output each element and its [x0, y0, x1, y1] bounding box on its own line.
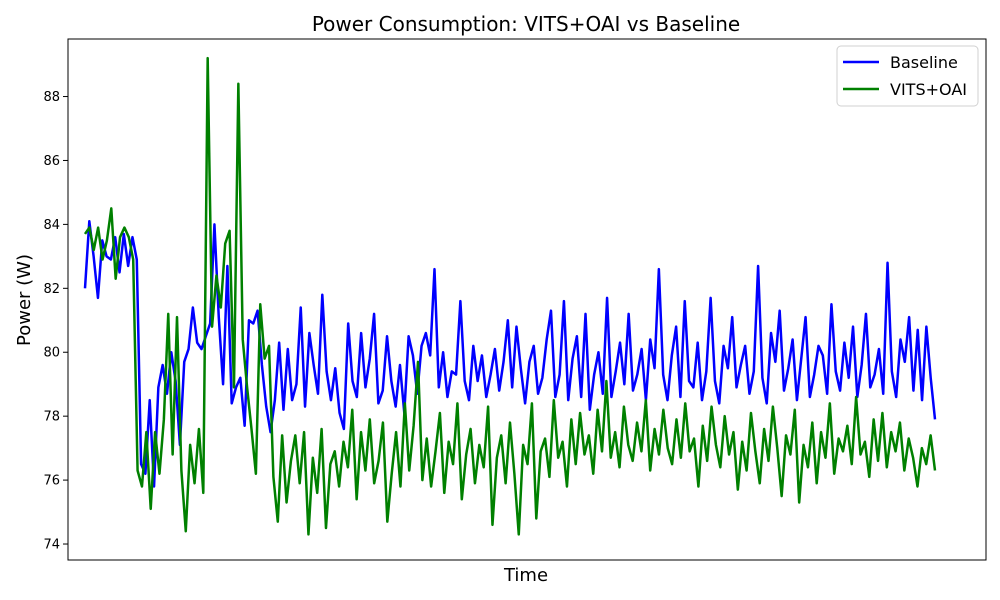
- chart-title: Power Consumption: VITS+OAI vs Baseline: [312, 12, 740, 36]
- y-tick-label: 82: [43, 282, 60, 297]
- y-tick-label: 76: [43, 474, 60, 489]
- plot-frame: [67, 38, 987, 561]
- legend-label-baseline: Baseline: [890, 53, 958, 72]
- y-tick-label: 78: [43, 410, 60, 425]
- y-tick-label: 84: [43, 218, 60, 233]
- x-axis-label: Time: [503, 565, 548, 586]
- plot-area: [83, 56, 937, 536]
- y-tick-label: 80: [43, 346, 60, 361]
- y-tick-label: 88: [43, 90, 60, 105]
- y-axis-label: Power (W): [14, 254, 35, 346]
- y-tick-label: 74: [43, 538, 60, 553]
- series-line-baseline: [83, 219, 937, 488]
- series-line-vits-oai: [83, 56, 937, 536]
- legend-label-vits-oai: VITS+OAI: [890, 80, 967, 99]
- y-axis: 74 76 78 80 82 84 86 88: [43, 90, 68, 553]
- legend: Baseline VITS+OAI: [836, 45, 979, 107]
- y-tick-label: 86: [43, 154, 60, 169]
